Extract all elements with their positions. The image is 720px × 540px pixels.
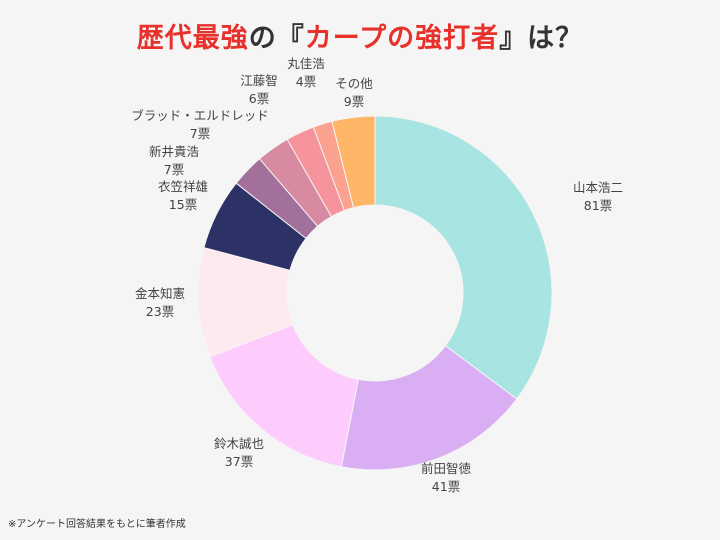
title-part-4: 』は？ — [499, 23, 584, 54]
slice-value-label-6: 7票 — [190, 126, 210, 141]
slice-value-label-1: 41票 — [432, 479, 460, 494]
footnote: ※アンケート回答結果をもとに筆者作成 — [8, 519, 186, 530]
slice-value-label-5: 7票 — [164, 162, 184, 177]
slice-name-label-7: 江藤智 — [240, 73, 278, 88]
slice-name-label-3: 金本知憲 — [135, 286, 185, 301]
slice-value-label-8: 4票 — [296, 74, 316, 89]
slice-2 — [209, 324, 359, 468]
title-part-3: カープの強打者 — [304, 23, 500, 54]
slice-name-label-9: その他 — [335, 76, 373, 91]
slice-name-label-0: 山本浩二 — [573, 180, 623, 195]
slice-value-label-7: 6票 — [249, 91, 269, 106]
slice-name-label-4: 衣笠祥雄 — [158, 179, 208, 194]
slice-value-label-0: 81票 — [584, 198, 612, 213]
slice-value-label-2: 37票 — [225, 454, 253, 469]
title-part-1: 歴代最強 — [136, 23, 249, 54]
slice-name-label-5: 新井貴浩 — [149, 144, 199, 159]
slice-value-label-4: 15票 — [169, 197, 197, 212]
slice-0 — [374, 115, 553, 400]
slice-9 — [331, 115, 376, 209]
slice-name-label-2: 鈴木誠也 — [214, 436, 264, 451]
slice-1 — [340, 344, 518, 471]
title-part-2: の『 — [248, 23, 305, 54]
slice-value-label-3: 23票 — [146, 304, 174, 319]
slice-name-label-1: 前田智徳 — [421, 461, 472, 476]
slice-value-label-9: 9票 — [344, 94, 364, 109]
chart-title: 歴代最強の『カープの強打者』は？ — [0, 16, 720, 55]
slice-name-label-6: ブラッド・エルドレッド — [131, 108, 269, 123]
slice-name-label-8: 丸佳浩 — [287, 56, 325, 71]
